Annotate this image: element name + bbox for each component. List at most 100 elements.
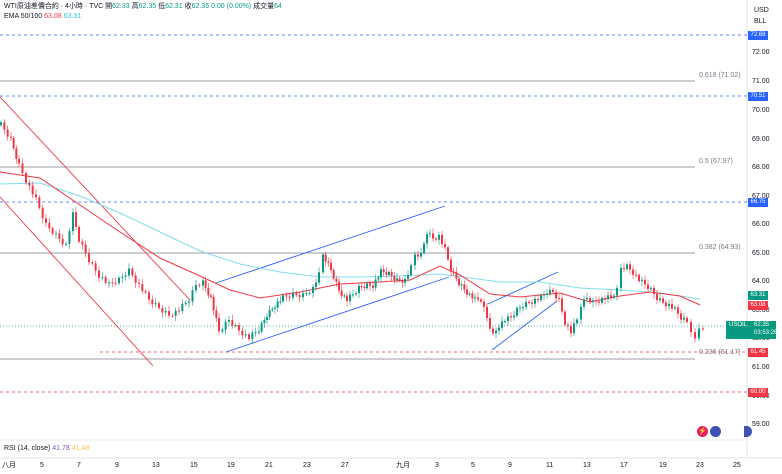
time-label: 3 — [435, 462, 439, 469]
candle — [683, 317, 685, 320]
candle — [78, 226, 80, 242]
candle — [72, 212, 74, 232]
candle — [324, 254, 327, 262]
candle — [549, 289, 551, 294]
time-label: 九月 — [396, 462, 410, 469]
candle — [534, 298, 536, 304]
candle — [254, 332, 257, 334]
candle — [474, 297, 476, 299]
candle — [486, 306, 488, 318]
close-label: 收 — [184, 3, 192, 10]
candle — [61, 238, 64, 245]
price-tick: 61.00 — [752, 364, 770, 371]
candle — [65, 243, 67, 245]
candle — [349, 294, 351, 302]
price-tick: 69.00 — [752, 136, 770, 143]
candle — [292, 292, 294, 298]
candle — [589, 298, 591, 303]
candle — [441, 234, 443, 245]
candle — [610, 295, 612, 298]
candle — [468, 293, 471, 295]
candle — [420, 252, 422, 257]
candle — [134, 275, 137, 283]
candle — [118, 277, 120, 284]
candle — [702, 328, 704, 330]
candle — [58, 233, 61, 239]
candle — [483, 301, 485, 307]
time-label: 13 — [583, 462, 591, 469]
candle — [385, 272, 388, 275]
candle — [374, 279, 377, 288]
candle — [138, 282, 140, 284]
candle — [144, 291, 147, 293]
candle — [241, 330, 244, 336]
event-flash-icon[interactable]: ⚡ — [697, 426, 708, 437]
candle — [396, 278, 398, 281]
price-tick: 59.00 — [752, 421, 770, 428]
currency-label[interactable]: USD — [754, 7, 769, 14]
fib-label: 0.236 (61.17) — [699, 349, 741, 356]
candle — [181, 303, 184, 312]
candle — [202, 280, 204, 286]
candle — [463, 284, 466, 290]
us-flag-icon[interactable] — [710, 426, 721, 437]
high-value: 62.35 — [138, 3, 157, 10]
down-channel-upper — [0, 96, 191, 301]
candle — [210, 295, 212, 297]
candle — [148, 292, 150, 300]
candle — [195, 285, 197, 291]
candle — [607, 295, 609, 300]
time-label: 5 — [471, 462, 475, 469]
us-flag-icon-partial[interactable] — [744, 426, 752, 437]
candle — [452, 271, 455, 273]
low-label: 低 — [158, 3, 166, 10]
candle — [626, 264, 628, 270]
candle — [51, 228, 54, 234]
candle — [641, 279, 643, 282]
candle — [322, 254, 324, 273]
time-label: 5 — [40, 462, 44, 469]
candle — [218, 317, 220, 332]
candle — [516, 307, 518, 316]
ema-legend[interactable]: EMA 50/100 63.08 63.31 — [4, 12, 81, 21]
fib-label: 0.618 (71.02) — [699, 72, 741, 79]
candle — [507, 316, 509, 322]
candle — [398, 278, 401, 281]
price-tick: 68.00 — [752, 164, 770, 171]
rsi-label: RSI (14, close) — [4, 445, 51, 452]
candle — [377, 277, 380, 280]
price-badge: 60.00 — [748, 388, 768, 397]
candle — [595, 300, 597, 302]
candle — [104, 277, 107, 283]
candle — [318, 272, 320, 283]
ema100-value: 63.31 — [63, 13, 82, 20]
candle — [698, 328, 700, 339]
candle — [690, 322, 692, 333]
candle — [35, 194, 37, 198]
change-value: 0.00 (0.00%) — [211, 3, 252, 10]
candle — [111, 282, 114, 284]
candle — [504, 321, 506, 323]
candle — [510, 316, 512, 318]
candle — [447, 247, 449, 260]
candle — [644, 279, 646, 285]
candle — [171, 315, 174, 317]
candle — [295, 292, 298, 295]
candle — [154, 303, 157, 305]
ema-label: EMA 50/100 — [4, 13, 43, 20]
candle — [576, 319, 578, 324]
rsi-legend[interactable]: RSI (14, close) 41.78 41.48 — [4, 444, 89, 453]
candle — [366, 283, 368, 289]
candle — [251, 332, 254, 340]
candle — [45, 218, 47, 223]
time-label: 9 — [508, 462, 512, 469]
time-label: 23 — [303, 462, 311, 469]
candle — [315, 282, 317, 287]
candle — [480, 299, 482, 302]
candle — [282, 295, 284, 302]
candle — [279, 301, 282, 303]
time-label: 27 — [341, 462, 349, 469]
time-label: 9 — [115, 462, 119, 469]
up-channel-2-lower — [491, 300, 558, 351]
